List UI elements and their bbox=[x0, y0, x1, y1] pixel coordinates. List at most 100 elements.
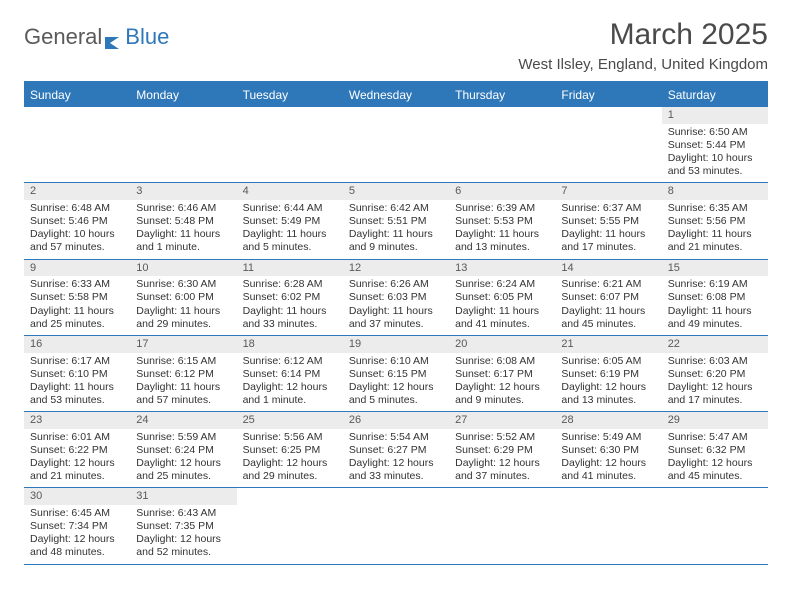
day-cell: 13Sunrise: 6:24 AMSunset: 6:05 PMDayligh… bbox=[449, 260, 555, 335]
day-number: 28 bbox=[555, 412, 661, 429]
day-cell: 14Sunrise: 6:21 AMSunset: 6:07 PMDayligh… bbox=[555, 260, 661, 335]
day-number: 1 bbox=[662, 107, 768, 124]
sunrise-text: Sunrise: 6:35 AM bbox=[668, 202, 764, 215]
day-cell: 8Sunrise: 6:35 AMSunset: 5:56 PMDaylight… bbox=[662, 183, 768, 258]
weekday-header: Sunday bbox=[24, 83, 130, 107]
day-body: Sunrise: 6:08 AMSunset: 6:17 PMDaylight:… bbox=[449, 353, 555, 412]
day-cell: 1Sunrise: 6:50 AMSunset: 5:44 PMDaylight… bbox=[662, 107, 768, 182]
day-body: Sunrise: 6:35 AMSunset: 5:56 PMDaylight:… bbox=[662, 200, 768, 259]
daylight-text: Daylight: 12 hours and 1 minute. bbox=[243, 381, 339, 407]
daylight-text: Daylight: 10 hours and 57 minutes. bbox=[30, 228, 126, 254]
day-body: Sunrise: 6:39 AMSunset: 5:53 PMDaylight:… bbox=[449, 200, 555, 259]
sunset-text: Sunset: 6:24 PM bbox=[136, 444, 232, 457]
day-body: Sunrise: 5:54 AMSunset: 6:27 PMDaylight:… bbox=[343, 429, 449, 488]
sunrise-text: Sunrise: 5:56 AM bbox=[243, 431, 339, 444]
day-cell: 3Sunrise: 6:46 AMSunset: 5:48 PMDaylight… bbox=[130, 183, 236, 258]
day-body: Sunrise: 6:05 AMSunset: 6:19 PMDaylight:… bbox=[555, 353, 661, 412]
week-row: 9Sunrise: 6:33 AMSunset: 5:58 PMDaylight… bbox=[24, 260, 768, 336]
sunset-text: Sunset: 6:00 PM bbox=[136, 291, 232, 304]
day-number: 26 bbox=[343, 412, 449, 429]
calendar-body: 1Sunrise: 6:50 AMSunset: 5:44 PMDaylight… bbox=[24, 107, 768, 565]
day-cell: 19Sunrise: 6:10 AMSunset: 6:15 PMDayligh… bbox=[343, 336, 449, 411]
week-row: 23Sunrise: 6:01 AMSunset: 6:22 PMDayligh… bbox=[24, 412, 768, 488]
sunset-text: Sunset: 5:49 PM bbox=[243, 215, 339, 228]
sunset-text: Sunset: 5:48 PM bbox=[136, 215, 232, 228]
day-number: 19 bbox=[343, 336, 449, 353]
empty-cell bbox=[237, 107, 343, 182]
sunset-text: Sunset: 6:03 PM bbox=[349, 291, 445, 304]
empty-cell bbox=[449, 488, 555, 563]
daylight-text: Daylight: 11 hours and 29 minutes. bbox=[136, 305, 232, 331]
week-row: 30Sunrise: 6:45 AMSunset: 7:34 PMDayligh… bbox=[24, 488, 768, 564]
day-number: 27 bbox=[449, 412, 555, 429]
daylight-text: Daylight: 12 hours and 21 minutes. bbox=[30, 457, 126, 483]
day-number: 15 bbox=[662, 260, 768, 277]
logo-text-1: General bbox=[24, 24, 102, 50]
day-body: Sunrise: 6:46 AMSunset: 5:48 PMDaylight:… bbox=[130, 200, 236, 259]
day-cell: 21Sunrise: 6:05 AMSunset: 6:19 PMDayligh… bbox=[555, 336, 661, 411]
sunrise-text: Sunrise: 6:43 AM bbox=[136, 507, 232, 520]
sunset-text: Sunset: 6:14 PM bbox=[243, 368, 339, 381]
sunrise-text: Sunrise: 6:15 AM bbox=[136, 355, 232, 368]
sunrise-text: Sunrise: 5:59 AM bbox=[136, 431, 232, 444]
day-cell: 31Sunrise: 6:43 AMSunset: 7:35 PMDayligh… bbox=[130, 488, 236, 563]
page-header: General Blue March 2025 West Ilsley, Eng… bbox=[24, 18, 768, 73]
daylight-text: Daylight: 12 hours and 37 minutes. bbox=[455, 457, 551, 483]
day-cell: 9Sunrise: 6:33 AMSunset: 5:58 PMDaylight… bbox=[24, 260, 130, 335]
empty-cell bbox=[237, 488, 343, 563]
sunset-text: Sunset: 6:29 PM bbox=[455, 444, 551, 457]
sunrise-text: Sunrise: 6:08 AM bbox=[455, 355, 551, 368]
day-number: 12 bbox=[343, 260, 449, 277]
empty-cell bbox=[343, 488, 449, 563]
daylight-text: Daylight: 12 hours and 48 minutes. bbox=[30, 533, 126, 559]
sunrise-text: Sunrise: 6:17 AM bbox=[30, 355, 126, 368]
day-number: 29 bbox=[662, 412, 768, 429]
day-number: 3 bbox=[130, 183, 236, 200]
sunset-text: Sunset: 6:05 PM bbox=[455, 291, 551, 304]
sunset-text: Sunset: 6:07 PM bbox=[561, 291, 657, 304]
daylight-text: Daylight: 11 hours and 25 minutes. bbox=[30, 305, 126, 331]
day-body: Sunrise: 6:17 AMSunset: 6:10 PMDaylight:… bbox=[24, 353, 130, 412]
sunset-text: Sunset: 6:19 PM bbox=[561, 368, 657, 381]
day-body: Sunrise: 6:15 AMSunset: 6:12 PMDaylight:… bbox=[130, 353, 236, 412]
calendar: Sunday Monday Tuesday Wednesday Thursday… bbox=[24, 81, 768, 565]
day-number: 16 bbox=[24, 336, 130, 353]
sunset-text: Sunset: 6:08 PM bbox=[668, 291, 764, 304]
day-body: Sunrise: 6:21 AMSunset: 6:07 PMDaylight:… bbox=[555, 276, 661, 335]
sunset-text: Sunset: 5:58 PM bbox=[30, 291, 126, 304]
sunrise-text: Sunrise: 5:52 AM bbox=[455, 431, 551, 444]
daylight-text: Daylight: 12 hours and 13 minutes. bbox=[561, 381, 657, 407]
sunset-text: Sunset: 6:32 PM bbox=[668, 444, 764, 457]
sunset-text: Sunset: 6:22 PM bbox=[30, 444, 126, 457]
sunset-text: Sunset: 7:35 PM bbox=[136, 520, 232, 533]
day-body: Sunrise: 5:59 AMSunset: 6:24 PMDaylight:… bbox=[130, 429, 236, 488]
daylight-text: Daylight: 11 hours and 53 minutes. bbox=[30, 381, 126, 407]
day-body: Sunrise: 5:47 AMSunset: 6:32 PMDaylight:… bbox=[662, 429, 768, 488]
day-cell: 29Sunrise: 5:47 AMSunset: 6:32 PMDayligh… bbox=[662, 412, 768, 487]
daylight-text: Daylight: 12 hours and 17 minutes. bbox=[668, 381, 764, 407]
title-block: March 2025 West Ilsley, England, United … bbox=[518, 18, 768, 73]
sunset-text: Sunset: 6:12 PM bbox=[136, 368, 232, 381]
day-number: 9 bbox=[24, 260, 130, 277]
day-number: 17 bbox=[130, 336, 236, 353]
day-body: Sunrise: 6:37 AMSunset: 5:55 PMDaylight:… bbox=[555, 200, 661, 259]
weekday-header: Monday bbox=[130, 83, 236, 107]
daylight-text: Daylight: 12 hours and 33 minutes. bbox=[349, 457, 445, 483]
day-number: 4 bbox=[237, 183, 343, 200]
day-cell: 23Sunrise: 6:01 AMSunset: 6:22 PMDayligh… bbox=[24, 412, 130, 487]
day-cell: 24Sunrise: 5:59 AMSunset: 6:24 PMDayligh… bbox=[130, 412, 236, 487]
day-body: Sunrise: 6:10 AMSunset: 6:15 PMDaylight:… bbox=[343, 353, 449, 412]
day-body: Sunrise: 6:19 AMSunset: 6:08 PMDaylight:… bbox=[662, 276, 768, 335]
empty-cell bbox=[130, 107, 236, 182]
day-number: 21 bbox=[555, 336, 661, 353]
sunrise-text: Sunrise: 6:21 AM bbox=[561, 278, 657, 291]
sunrise-text: Sunrise: 6:28 AM bbox=[243, 278, 339, 291]
weekday-header: Tuesday bbox=[237, 83, 343, 107]
sunset-text: Sunset: 5:53 PM bbox=[455, 215, 551, 228]
week-row: 1Sunrise: 6:50 AMSunset: 5:44 PMDaylight… bbox=[24, 107, 768, 183]
day-cell: 26Sunrise: 5:54 AMSunset: 6:27 PMDayligh… bbox=[343, 412, 449, 487]
day-number: 25 bbox=[237, 412, 343, 429]
day-body: Sunrise: 6:50 AMSunset: 5:44 PMDaylight:… bbox=[662, 124, 768, 183]
sunrise-text: Sunrise: 6:12 AM bbox=[243, 355, 339, 368]
day-body: Sunrise: 6:44 AMSunset: 5:49 PMDaylight:… bbox=[237, 200, 343, 259]
